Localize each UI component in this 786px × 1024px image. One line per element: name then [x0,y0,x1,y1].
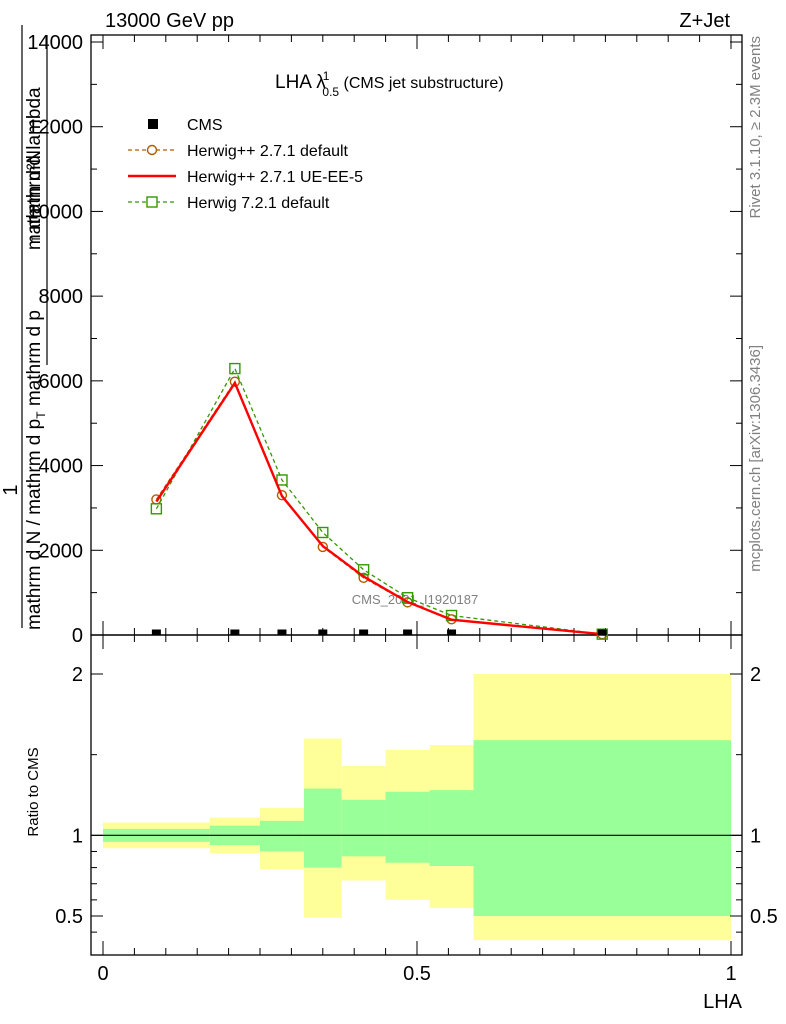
main-ytick-label-0: 0 [72,625,83,647]
cms-point-0 [151,629,161,635]
ratio-plot-area [91,674,742,941]
ratio-ytick-label-right-1: 1 [750,825,761,847]
legend-marker-3 [146,196,158,208]
main-ytick-label-3: 6000 [39,371,84,393]
side-label-rivet: Rivet 3.1.10, ≥ 2.3M events [747,36,764,219]
y-axis-label: 1 mathrm d²N mathrm d N / mathrm d pT ma… [0,25,48,630]
ratio-band-inner-3 [303,788,342,868]
legend-label-0: CMS [187,117,223,134]
main-ytick-label-6: 12000 [27,117,83,139]
ratio-xtick-label-0: 0 [97,963,108,985]
ratio-band-inner-6 [429,790,474,866]
ratio-y-label: Ratio to CMS [25,747,42,836]
cms-point-6 [447,629,457,635]
series-line-2 [155,380,603,636]
y-axis-label-den2: T mathrmd lambda [24,87,45,243]
header-left: 13000 GeV pp [105,10,234,32]
legend-label-2: Herwig++ 2.7.1 UE-EE-5 [187,169,363,186]
y-axis-label-den: mathrm d N / mathrm d pT mathrm d p [24,310,48,630]
series-1-point-2 [276,490,288,501]
ratio-ytick-label-left-2: 2 [72,664,83,686]
main-ytick-label-7: 14000 [27,32,83,54]
ratio-ytick-label-left-0: 0.5 [55,906,83,928]
main-ytick-label-5: 10000 [27,201,83,223]
main-ytick-label-2: 4000 [39,456,84,478]
main-title: LHA λ1 0.5 (CMS jet substructure) [275,69,504,99]
y-axis-label-num: mathrm d²N [24,150,45,250]
cms-point-7 [597,629,607,635]
main-ytick-label-4: 8000 [39,286,84,308]
watermark: CMS_2021_I1920187 [352,592,479,607]
series-3-point-1 [229,362,241,375]
legend-label-1: Herwig++ 2.7.1 default [187,143,349,160]
series-3-point-4 [357,564,370,576]
cms-point-2 [277,629,287,635]
ratio-xtick-label-2: 1 [725,963,736,985]
ratio-ytick-label-left-1: 1 [72,825,83,847]
cms-point-1 [230,629,240,635]
ratio-ytick-label-right-2: 2 [750,664,761,686]
legend-label-3: Herwig 7.2.1 default [187,195,330,212]
ratio-xtick-label-1: 0.5 [403,963,431,985]
series-1-point-3 [317,541,328,553]
ratio-band-inner-7 [473,740,731,916]
legend-marker-1 [146,144,158,156]
series-3-point-3 [317,526,329,539]
legend-marker-0 [148,119,158,129]
cms-point-4 [359,629,369,635]
series-3-point-0 [150,503,163,515]
main-ytick-label-1: 2000 [39,540,84,562]
header-right: Z+Jet [679,10,730,32]
ratio-band-inner-4 [341,799,386,857]
ratio-band-inner-2 [260,820,304,852]
cms-point-5 [403,629,413,635]
x-axis-label: LHA [703,991,743,1013]
ratio-band-inner-5 [385,791,430,863]
side-label-mcplots: mcplots.cern.ch [arXiv:1306.3436] [747,345,764,572]
cms-point-3 [318,629,328,635]
series-3-point-2 [276,474,288,486]
series-1-point-1 [229,376,241,387]
y-axis-label-top: 1 [0,484,22,495]
ratio-ytick-label-right-0: 0.5 [750,906,778,928]
